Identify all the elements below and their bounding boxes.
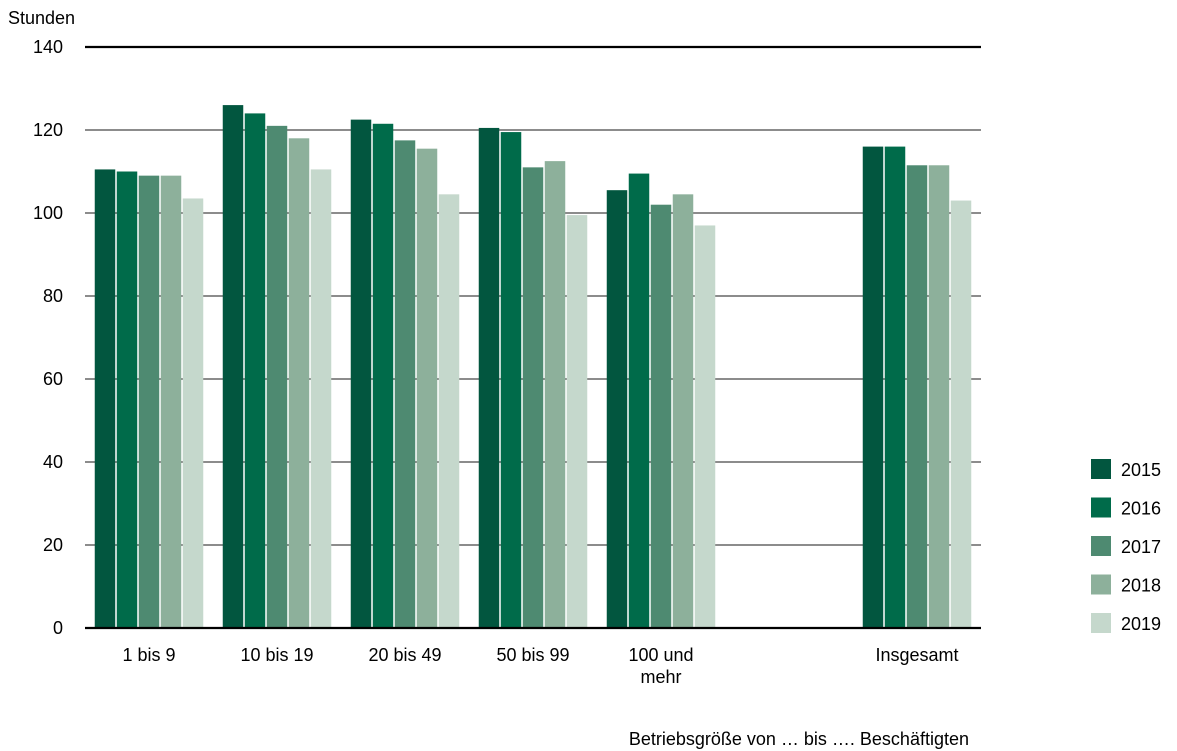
y-tick-label-100: 100: [33, 203, 63, 223]
x-category-label-6: Insgesamt: [875, 645, 958, 665]
y-tick-label-20: 20: [43, 535, 63, 555]
bar-2016-cat-3: [500, 132, 522, 628]
bar-2017-cat-3: [522, 167, 544, 628]
x-category-label-0: 1 bis 9: [122, 645, 175, 665]
x-axis-title: Betriebsgröße von … bis …. Beschäftigten: [629, 729, 969, 749]
y-tick-label-120: 120: [33, 120, 63, 140]
bar-2015-cat-0: [94, 169, 116, 629]
bar-2019-cat-6: [950, 200, 972, 629]
legend-label-2015: 2015: [1121, 460, 1161, 480]
axes: Stunden Betriebsgröße von … bis …. Besch…: [8, 8, 981, 749]
bar-2015-cat-6: [862, 146, 884, 628]
legend-label-2017: 2017: [1121, 537, 1161, 557]
bar-2018-cat-0: [160, 175, 182, 628]
bar-2017-cat-4: [650, 204, 672, 628]
bar-2016-cat-1: [244, 113, 266, 628]
bar-2018-cat-1: [288, 138, 310, 629]
bar-2017-cat-0: [138, 175, 160, 628]
bar-2015-cat-1: [222, 105, 244, 629]
bar-2019-cat-2: [438, 194, 460, 628]
legend-swatch-2015: [1091, 459, 1111, 479]
legend-swatch-2017: [1091, 536, 1111, 556]
y-tick-label-140: 140: [33, 37, 63, 57]
bar-2019-cat-0: [182, 198, 204, 628]
x-category-label-4: 100 und: [628, 645, 693, 665]
x-category-label-1: 10 bis 19: [240, 645, 313, 665]
legend-label-2018: 2018: [1121, 576, 1161, 596]
bar-2018-cat-4: [672, 194, 694, 628]
legend-label-2016: 2016: [1121, 499, 1161, 519]
bar-2015-cat-2: [350, 119, 372, 628]
bar-2017-cat-6: [906, 165, 928, 628]
y-tick-label-60: 60: [43, 369, 63, 389]
y-tick-label-0: 0: [53, 618, 63, 638]
bar-2018-cat-6: [928, 165, 950, 628]
bar-2015-cat-4: [606, 190, 628, 629]
bar-2015-cat-3: [478, 127, 500, 629]
bar-2018-cat-3: [544, 161, 566, 628]
legend-swatch-2018: [1091, 574, 1111, 595]
x-category-label-3: 50 bis 99: [496, 645, 569, 665]
legend-swatch-2016: [1091, 497, 1111, 518]
bar-2019-cat-3: [566, 215, 588, 628]
y-axis-unit-label: Stunden: [8, 8, 75, 28]
y-tick-label-40: 40: [43, 452, 63, 472]
bar-2018-cat-2: [416, 148, 438, 629]
bar-2016-cat-2: [372, 123, 394, 629]
bar-2019-cat-1: [310, 169, 332, 629]
legend: 2015 2016 2017 2018 2019: [1091, 459, 1161, 634]
bar-2017-cat-2: [394, 140, 416, 628]
legend-swatch-2019: [1091, 613, 1111, 633]
bar-2016-cat-6: [884, 146, 906, 628]
bar-2019-cat-4: [694, 225, 716, 628]
y-tick-label-80: 80: [43, 286, 63, 306]
bar-2016-cat-0: [116, 171, 138, 628]
x-category-label-4-line1: mehr: [640, 667, 681, 687]
legend-label-2019: 2019: [1121, 614, 1161, 634]
bars: [94, 105, 972, 629]
x-category-label-2: 20 bis 49: [368, 645, 441, 665]
bar-2017-cat-1: [266, 125, 288, 628]
bar-2016-cat-4: [628, 173, 650, 628]
